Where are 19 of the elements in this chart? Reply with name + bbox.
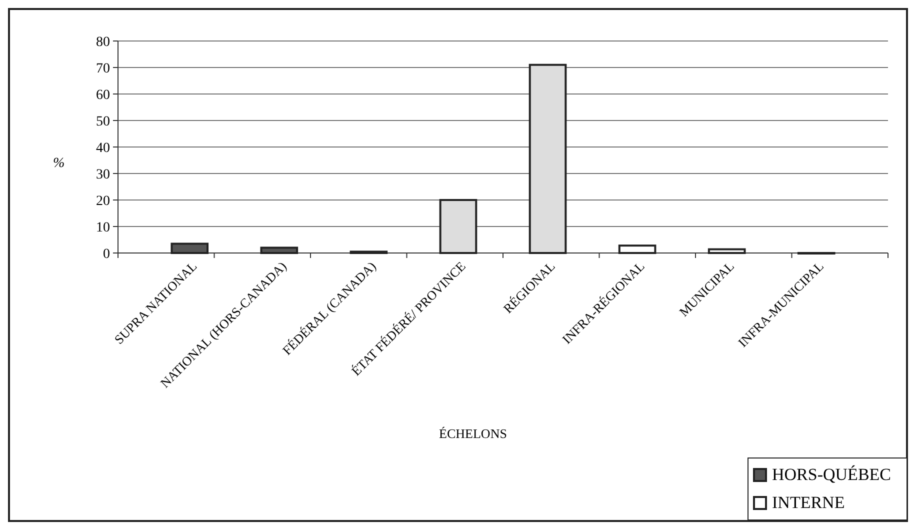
bar: [170, 242, 209, 254]
x-axis-title: ÉCHELONS: [439, 426, 507, 441]
y-tick-label: 40: [96, 140, 110, 156]
bar: [260, 246, 298, 254]
y-tick-label: 50: [96, 114, 110, 130]
y-tick-label: 20: [96, 194, 110, 209]
y-tick-label: 70: [96, 61, 110, 76]
legend-label: HORS-QUÉBEC: [772, 465, 892, 484]
y-tick-label: 80: [96, 34, 110, 50]
y-axis-title: %: [53, 156, 65, 171]
bar: [528, 64, 567, 254]
y-tick-label: 0: [103, 246, 110, 262]
legend-label: INTERNE: [772, 493, 845, 512]
bar: [618, 244, 656, 254]
bar: [708, 248, 746, 254]
y-tick-label: 60: [96, 88, 110, 103]
y-tick-label: 30: [96, 167, 110, 182]
bar: [439, 199, 478, 254]
y-tick-label: 10: [96, 220, 110, 236]
